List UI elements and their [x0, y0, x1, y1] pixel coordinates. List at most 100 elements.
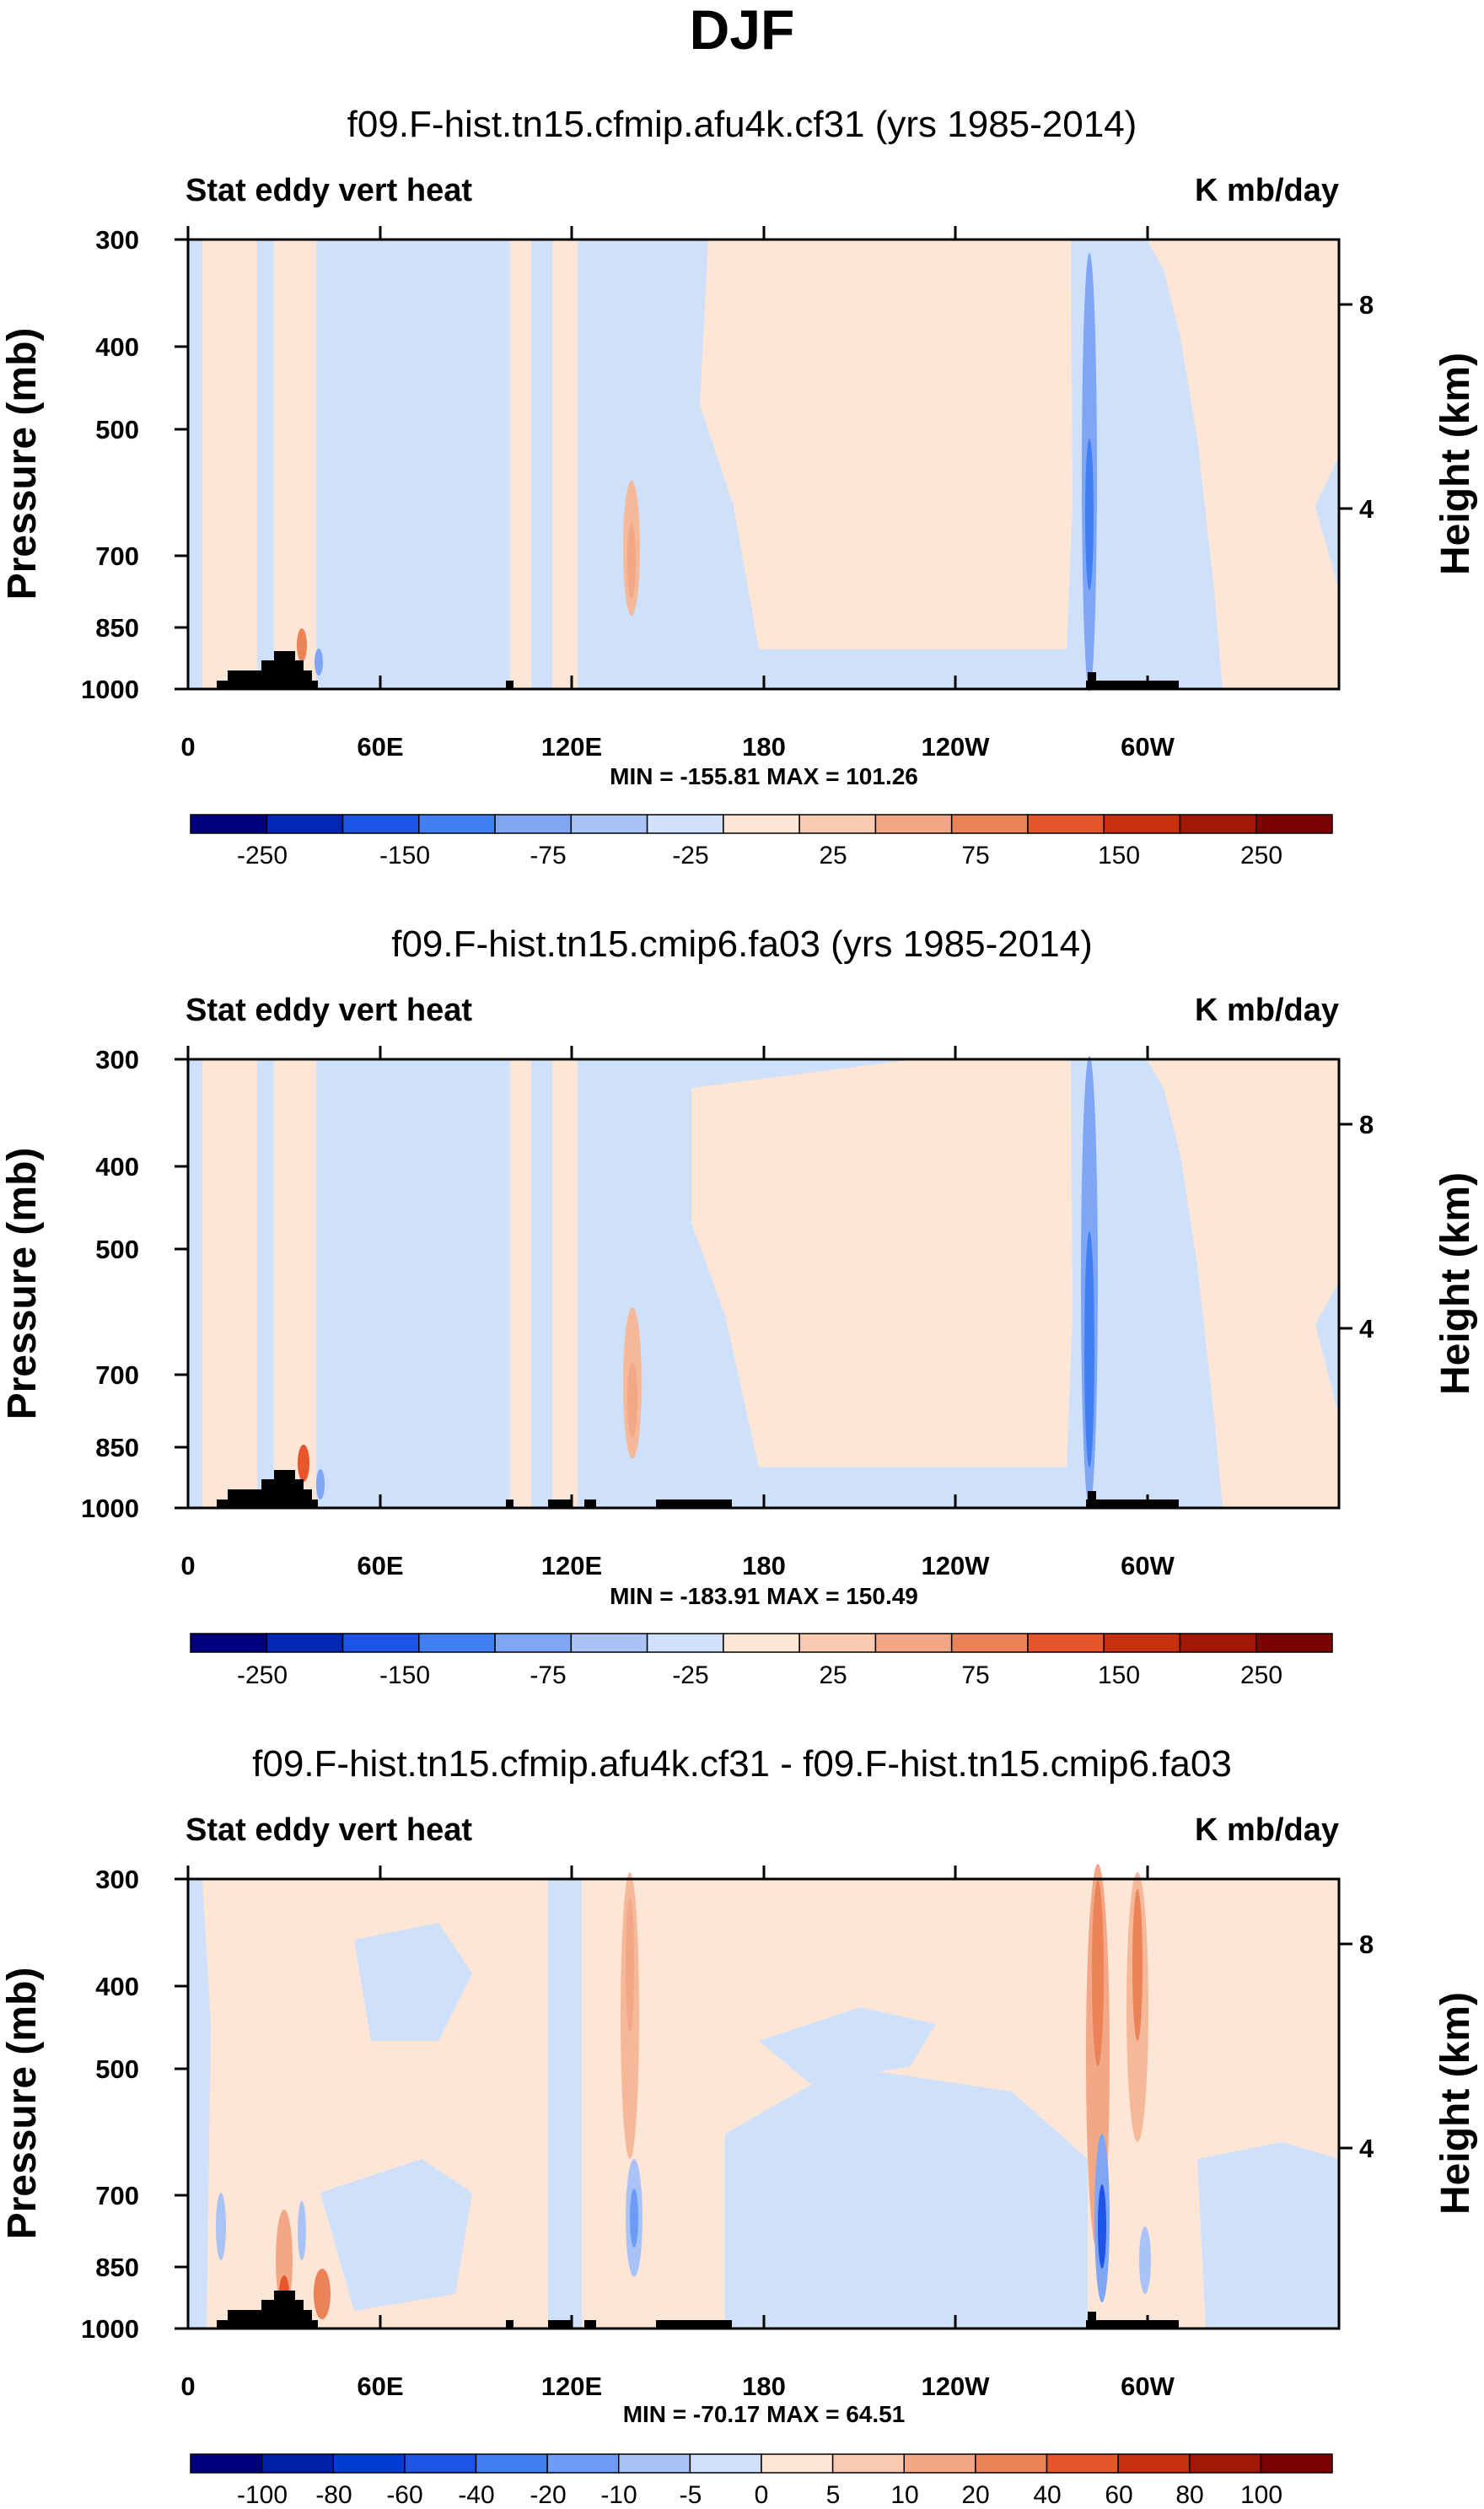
panel-1-y-tick-label: 500 [95, 415, 139, 444]
colorbar-swatch [723, 814, 800, 834]
colorbar-swatch [646, 1633, 724, 1653]
panel-3-negative-region [928, 2159, 1062, 2329]
panel-1-y-tick-label: 850 [95, 613, 139, 643]
figure-title: DJF [690, 0, 795, 61]
panel-3-colorbar-labels: -100 -80 -60 -40 -20 -10 -5 0 5 10 20 40… [237, 2481, 1282, 2509]
colorbar-swatch [261, 2453, 335, 2474]
colorbar-swatch [1103, 1633, 1181, 1653]
panel-3-positive-column-core [626, 1898, 634, 2033]
colorbar-swatch [1027, 1633, 1105, 1653]
panel-1-colorbar-label: -250 [237, 842, 288, 870]
colorbar-swatch [1255, 814, 1333, 834]
panel-3-right-string: K mb/day [1195, 1812, 1339, 1848]
panel-1-colorbar-label: -150 [379, 842, 430, 870]
panel-2-colorbar-label: -250 [237, 1661, 288, 1689]
panel-3-x-tick-label: 180 [742, 2372, 786, 2401]
colorbar-swatch [404, 2453, 477, 2474]
panel-1-min-max: MIN = -155.81 MAX = 101.26 [610, 763, 918, 789]
panel-1-land [228, 670, 312, 681]
panel-2-left-string: Stat eddy vert heat [186, 993, 472, 1028]
panel-2-colorbar-label: 75 [961, 1661, 989, 1689]
panel-2-colorbar-labels: -250 -150 -75 -25 25 75 150 250 [237, 1661, 1282, 1689]
panel-3-colorbar-label: 0 [755, 2481, 769, 2509]
panel-1-colorbar-label: 150 [1098, 842, 1140, 870]
panel-2-land [274, 1470, 295, 1479]
panel-2-x-tick-label: 120W [922, 1551, 991, 1580]
panel-3-x-tick-label: 120W [922, 2372, 991, 2401]
panel-3-x-tick-label: 60W [1121, 2372, 1175, 2401]
panel-2-land [228, 1489, 312, 1499]
panel-3-colorbar-label: -10 [600, 2481, 637, 2509]
colorbar-swatch [1117, 2453, 1191, 2474]
panel-3-colorbar-label: 60 [1105, 2481, 1132, 2509]
panel-1-x-tick-label: 60E [357, 732, 403, 762]
panel-1-positive-band [202, 240, 257, 689]
panel-3-y-tick-label: 500 [95, 2054, 139, 2084]
panel-3-negative-cell [216, 2193, 226, 2260]
panel-2-negative-column-core [1084, 1231, 1094, 1467]
colorbar-swatch [190, 2453, 263, 2474]
panel-2-x-tick-label: 120E [541, 1551, 602, 1580]
panel-1-positive-region [1147, 240, 1339, 689]
colorbar-swatch [723, 1633, 800, 1653]
colorbar-swatch [950, 1633, 1029, 1653]
panel-2-negative-cell-lowlevel [316, 1469, 325, 1499]
panel-1-colorbar-label: 250 [1240, 842, 1282, 870]
panel-1-land [506, 681, 513, 689]
colorbar-swatch [1046, 2453, 1119, 2474]
colorbar-swatch [798, 814, 877, 834]
panel-3-left-string: Stat eddy vert heat [186, 1812, 472, 1848]
panel-3-plot-area [175, 1864, 1352, 2330]
panel-2-min-max: MIN = -183.91 MAX = 150.49 [610, 1583, 918, 1609]
panel-1-colorbar: -250 -150 -75 -25 25 75 150 250 [190, 814, 1333, 870]
panel-1-positive-cell-lowlevel [297, 628, 307, 662]
colorbar-swatch [903, 2453, 976, 2474]
panel-2-colorbar-label: 150 [1098, 1661, 1140, 1689]
panel-2-plot-area [175, 1046, 1352, 1510]
panel-1-left-string: Stat eddy vert heat [186, 173, 472, 208]
panel-1-y-tick-label: 400 [95, 332, 139, 362]
panel-1-land [274, 651, 295, 660]
panel-3-land [1086, 2320, 1179, 2329]
panel-3-land [656, 2320, 732, 2329]
panel-3-land [548, 2320, 572, 2329]
panel-2-positive-band [531, 1059, 552, 1508]
colorbar-swatch [190, 1633, 268, 1653]
colorbar-swatch [475, 2453, 548, 2474]
panel-2-ticks [175, 1046, 1352, 1510]
panel-2-land [1088, 1491, 1096, 1499]
panel-2-positive-band [274, 1059, 316, 1508]
colorbar-swatch [1179, 1633, 1257, 1653]
panel-2-right-string: K mb/day [1195, 993, 1339, 1028]
panel-3-colorbar-label: 5 [826, 2481, 841, 2509]
panel-3-land [217, 2320, 318, 2329]
panel-3-negative-region [1197, 2142, 1339, 2329]
panel-2-positive-region [691, 1059, 1073, 1467]
panel-2-y-right-axis-label: Height (km) [1433, 1172, 1478, 1395]
panel-2-y-right-tick-label: 8 [1359, 1110, 1374, 1139]
panel-3-land [584, 2320, 596, 2329]
panel-2-positive-band [202, 1059, 257, 1508]
panel-3-negative-region [320, 2159, 472, 2311]
panel-2-land [217, 1499, 318, 1508]
panel-3-x-tick-label: 120E [541, 2372, 602, 2401]
panel-1-x-tick-label: 120E [541, 732, 602, 762]
panel-1-negative-column-core [1085, 439, 1094, 590]
panel-1-colorbar-labels: -250 -150 -75 -25 25 75 150 250 [237, 842, 1282, 870]
colorbar-swatch [874, 814, 953, 834]
colorbar-swatch [874, 1633, 953, 1653]
panel-2-x-tick-label: 180 [742, 1551, 786, 1580]
panel-2-land [656, 1499, 732, 1508]
panel-3-y-tick-label: 1000 [81, 2314, 139, 2344]
panel-1-x-tick-label: 60W [1121, 732, 1175, 762]
panel-3-colorbar-label: 40 [1033, 2481, 1061, 2509]
panel-2-y-tick-label: 700 [95, 1360, 139, 1390]
panel-1-plot-area [175, 226, 1352, 692]
panel-3-y-tick-label: 300 [95, 1865, 139, 1894]
panel-1-y-right-tick-label: 4 [1359, 494, 1374, 524]
panel-1-colorbar-label: -25 [672, 842, 708, 870]
panel-1-positive-cell-core [627, 523, 636, 599]
colorbar-swatch [418, 814, 496, 834]
panel-2-colorbar-label: -150 [379, 1661, 430, 1689]
